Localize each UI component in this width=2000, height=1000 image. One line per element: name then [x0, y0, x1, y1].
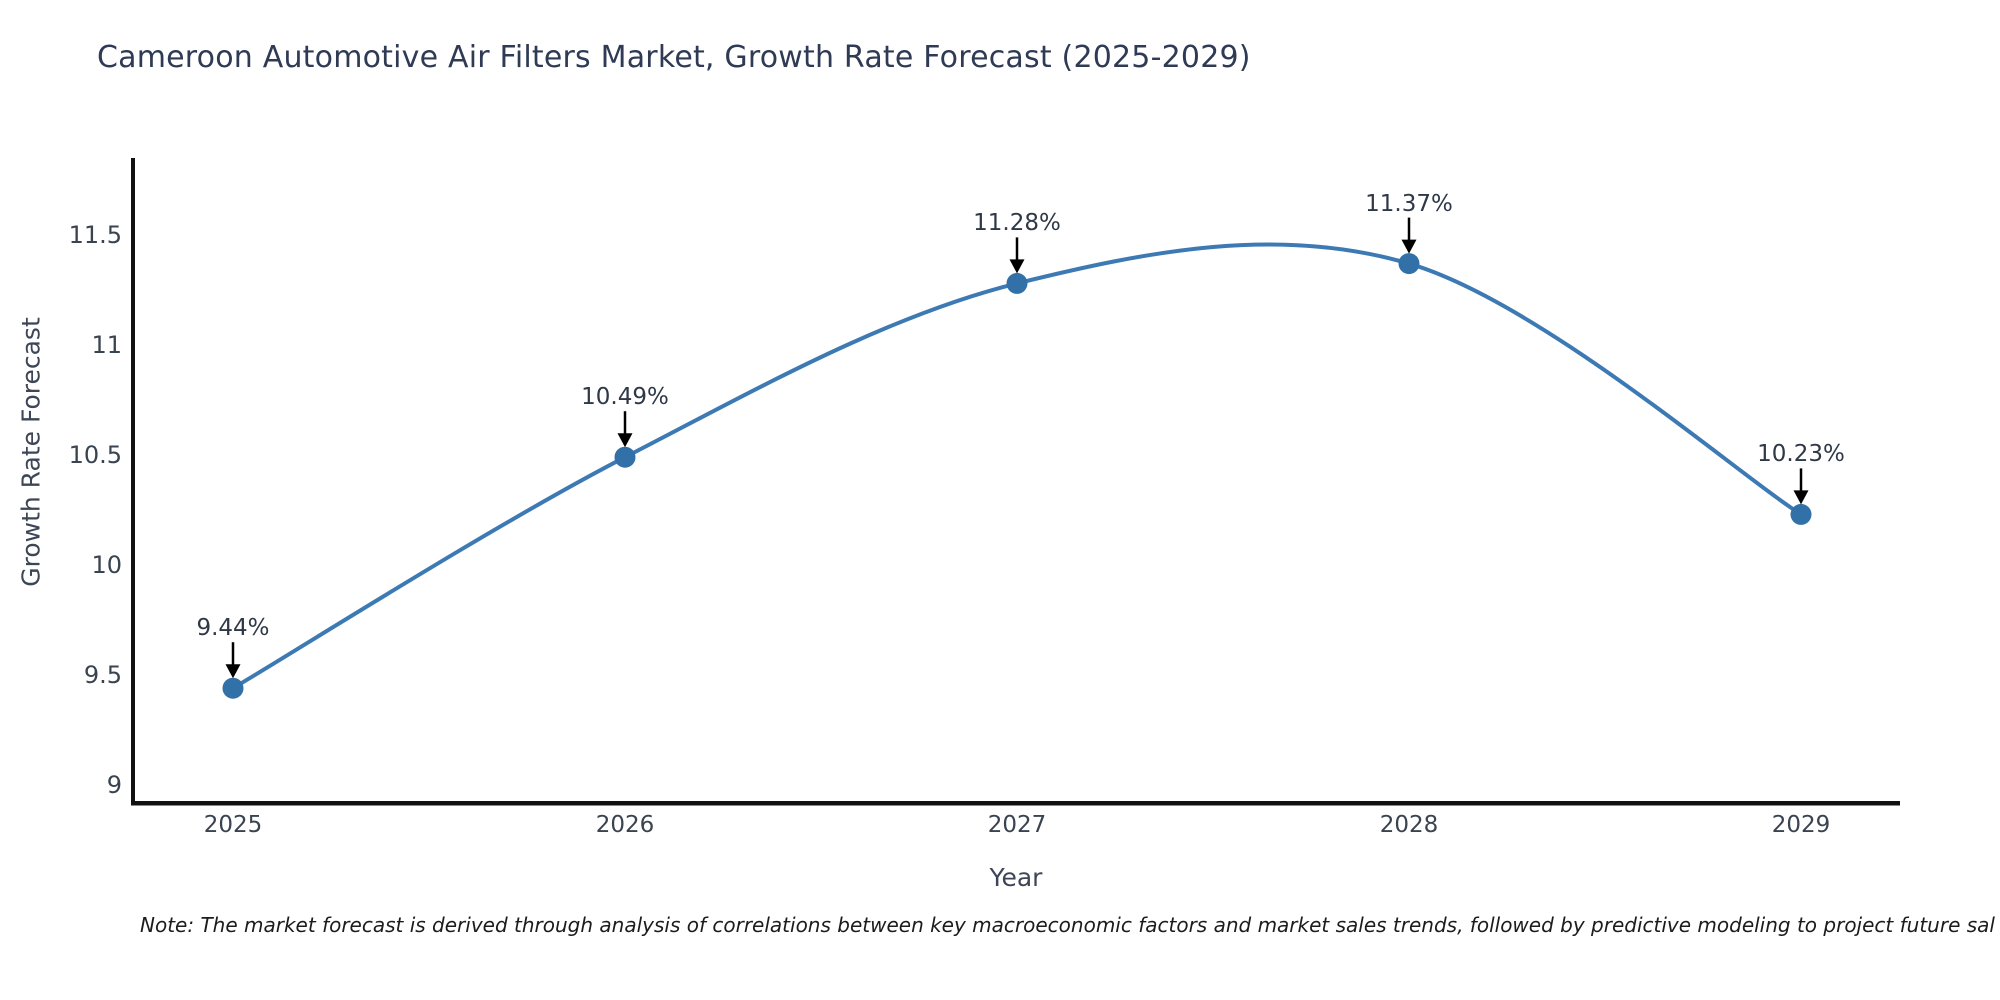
- y-tick-label: 11.5: [68, 221, 122, 249]
- point-annotation: 9.44%: [196, 615, 270, 642]
- x-tick-label: 2028: [1379, 812, 1439, 838]
- x-tick-label: 2026: [595, 812, 655, 838]
- x-tick-label: 2029: [1771, 812, 1831, 838]
- point-annotation: 11.37%: [1365, 190, 1453, 217]
- data-point-marker: [222, 677, 244, 699]
- data-point-marker: [1790, 503, 1812, 525]
- point-annotation: 11.28%: [973, 210, 1061, 237]
- y-tick-label: 10.5: [68, 441, 122, 469]
- chart-title: Cameroon Automotive Air Filters Market, …: [97, 40, 1251, 75]
- x-axis-spine: [131, 801, 1900, 806]
- x-tick-label: 2027: [987, 812, 1047, 838]
- data-point-marker: [1006, 272, 1028, 294]
- annotation-arrow-head: [1401, 239, 1417, 254]
- footnote-text: Note: The market forecast is derived thr…: [140, 913, 1995, 937]
- y-tick-label: 10: [91, 551, 122, 579]
- point-annotation: 10.23%: [1757, 441, 1845, 468]
- data-point-marker: [614, 446, 636, 468]
- x-tick-label: 2025: [203, 812, 263, 838]
- point-annotation: 10.49%: [581, 384, 669, 411]
- annotation-arrow-head: [1793, 490, 1809, 505]
- y-tick-label: 9.5: [83, 661, 122, 689]
- y-tick-label: 9: [106, 771, 122, 799]
- annotation-arrow-head: [225, 664, 241, 679]
- annotation-arrow-head: [617, 433, 633, 448]
- y-axis-spine: [131, 158, 135, 805]
- data-point-marker: [1398, 253, 1420, 275]
- annotation-arrow-head: [1009, 259, 1025, 274]
- y-tick-label: 11: [91, 331, 122, 359]
- line-series: [231, 242, 1803, 691]
- x-axis-title: Year: [989, 863, 1043, 892]
